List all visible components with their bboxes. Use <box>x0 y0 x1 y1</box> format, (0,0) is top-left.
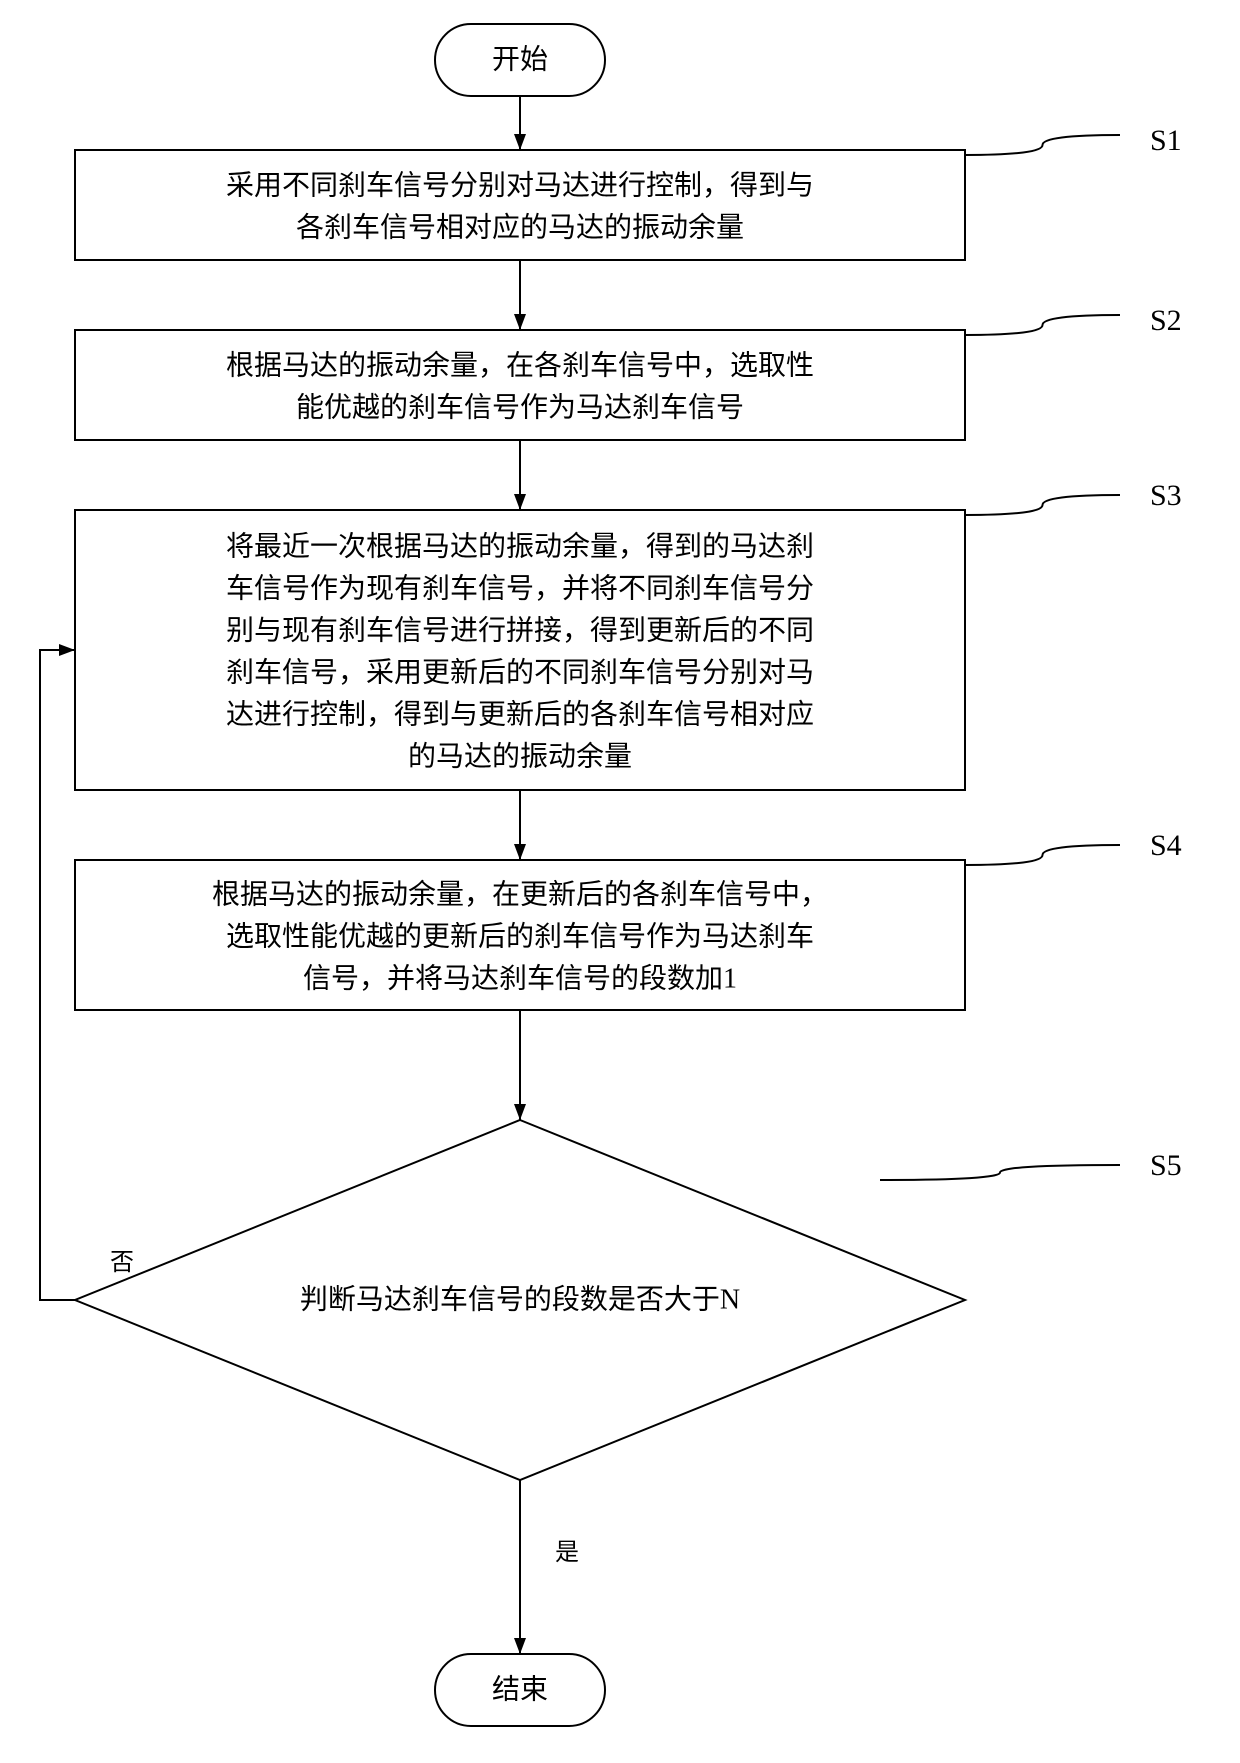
process-s4-text: 信号，并将马达刹车信号的段数加1 <box>303 962 737 994</box>
callout-line <box>965 315 1120 335</box>
arrowhead <box>514 1638 526 1654</box>
flowchart-canvas: 开始结束 采用不同刹车信号分别对马达进行控制，得到与各刹车信号相对应的马达的振动余… <box>0 0 1240 1763</box>
callout-line <box>880 1165 1120 1180</box>
decision-s5-text: 判断马达刹车信号的段数是否大于N <box>300 1283 740 1315</box>
edge-label: 否 <box>110 1250 134 1276</box>
process-s1 <box>75 150 965 260</box>
process-s1-text: 采用不同刹车信号分别对马达进行控制，得到与 <box>226 169 814 201</box>
callout-line <box>965 495 1120 515</box>
arrowhead <box>514 844 526 860</box>
arrowhead <box>59 644 75 656</box>
process-s3-text: 刹车信号，采用更新后的不同刹车信号分别对马 <box>226 656 814 688</box>
process-s3-text: 达进行控制，得到与更新后的各刹车信号相对应 <box>226 698 814 730</box>
edge-label: 是 <box>555 1540 579 1566</box>
process-s2 <box>75 330 965 440</box>
process-s2-text: 能优越的刹车信号作为马达刹车信号 <box>296 391 744 423</box>
step-label: S3 <box>1150 479 1182 512</box>
flow-edge <box>40 650 75 1300</box>
terminator-start-text: 开始 <box>492 43 548 75</box>
process-s1-text: 各刹车信号相对应的马达的振动余量 <box>296 211 744 243</box>
process-s2-text: 根据马达的振动余量，在各刹车信号中，选取性 <box>226 349 814 381</box>
process-s3-text: 别与现有刹车信号进行拼接，得到更新后的不同 <box>226 614 814 646</box>
process-s4-text: 根据马达的振动余量，在更新后的各刹车信号中， <box>212 878 828 910</box>
terminator-end-text: 结束 <box>492 1673 548 1705</box>
step-label: S1 <box>1150 124 1182 157</box>
process-s3-text: 的马达的振动余量 <box>408 740 632 772</box>
step-label: S4 <box>1150 829 1182 862</box>
process-s3-text: 车信号作为现有刹车信号，并将不同刹车信号分 <box>226 572 814 604</box>
arrowhead <box>514 1104 526 1120</box>
arrowhead <box>514 494 526 510</box>
callout-line <box>965 845 1120 865</box>
step-label: S5 <box>1150 1149 1182 1182</box>
step-label: S2 <box>1150 304 1182 337</box>
arrowhead <box>514 314 526 330</box>
callout-line <box>965 135 1120 155</box>
arrowhead <box>514 134 526 150</box>
process-s3-text: 将最近一次根据马达的振动余量，得到的马达刹 <box>226 530 814 562</box>
process-s4-text: 选取性能优越的更新后的刹车信号作为马达刹车 <box>226 920 814 952</box>
